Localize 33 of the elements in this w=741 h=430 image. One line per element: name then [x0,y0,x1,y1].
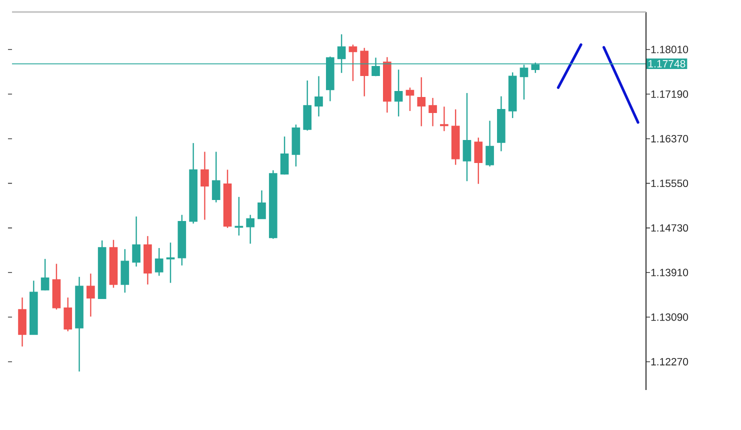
candlestick [303,80,312,132]
y-tick-label: 1.16370 [651,135,688,142]
candlestick [406,86,414,112]
candlestick [280,136,289,176]
candlestick [86,273,95,318]
candlestick [462,92,472,182]
candlestick [417,76,426,127]
y-tick-label: 1.13910 [651,268,688,276]
candlestick [440,106,448,132]
candlestick [212,151,220,203]
candlestick [258,190,266,220]
candlestick [394,69,403,118]
candlestick [234,196,244,236]
y-tick-label: 1.15550 [651,180,688,188]
candlestick [64,296,72,332]
candlestick [166,242,175,284]
y-tick-label: 1.14730 [651,224,688,232]
candlestick [348,44,358,82]
candlestick [40,258,50,292]
candlestick [314,76,323,118]
candlestick [474,137,483,184]
candlestick [246,214,254,244]
y-tick-label: 1.17190 [651,90,688,98]
candlestick [428,97,437,127]
candlestick [200,151,209,220]
y-tick-label: 1.12270 [651,358,688,366]
y-tick-label: 1.13090 [651,313,688,321]
ref-line-label: 1.17748 [648,60,686,68]
candlestick [154,247,164,276]
candlestick [120,248,130,294]
y-tick-label: 1.18010 [651,46,688,54]
candlestick [486,120,494,168]
candlestick [132,216,140,268]
